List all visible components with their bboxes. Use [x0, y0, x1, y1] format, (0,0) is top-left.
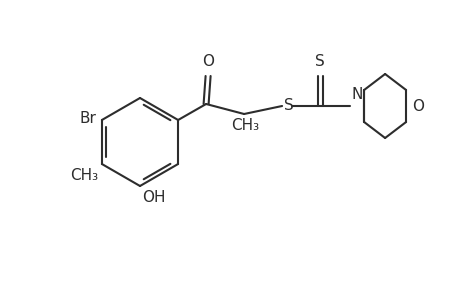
Text: N: N: [350, 87, 362, 102]
Text: O: O: [202, 54, 213, 69]
Text: S: S: [314, 54, 324, 69]
Text: O: O: [411, 98, 423, 113]
Text: CH₃: CH₃: [70, 168, 98, 183]
Text: CH₃: CH₃: [230, 118, 258, 133]
Text: OH: OH: [142, 190, 165, 205]
Text: S: S: [284, 98, 293, 112]
Text: Br: Br: [79, 110, 95, 125]
